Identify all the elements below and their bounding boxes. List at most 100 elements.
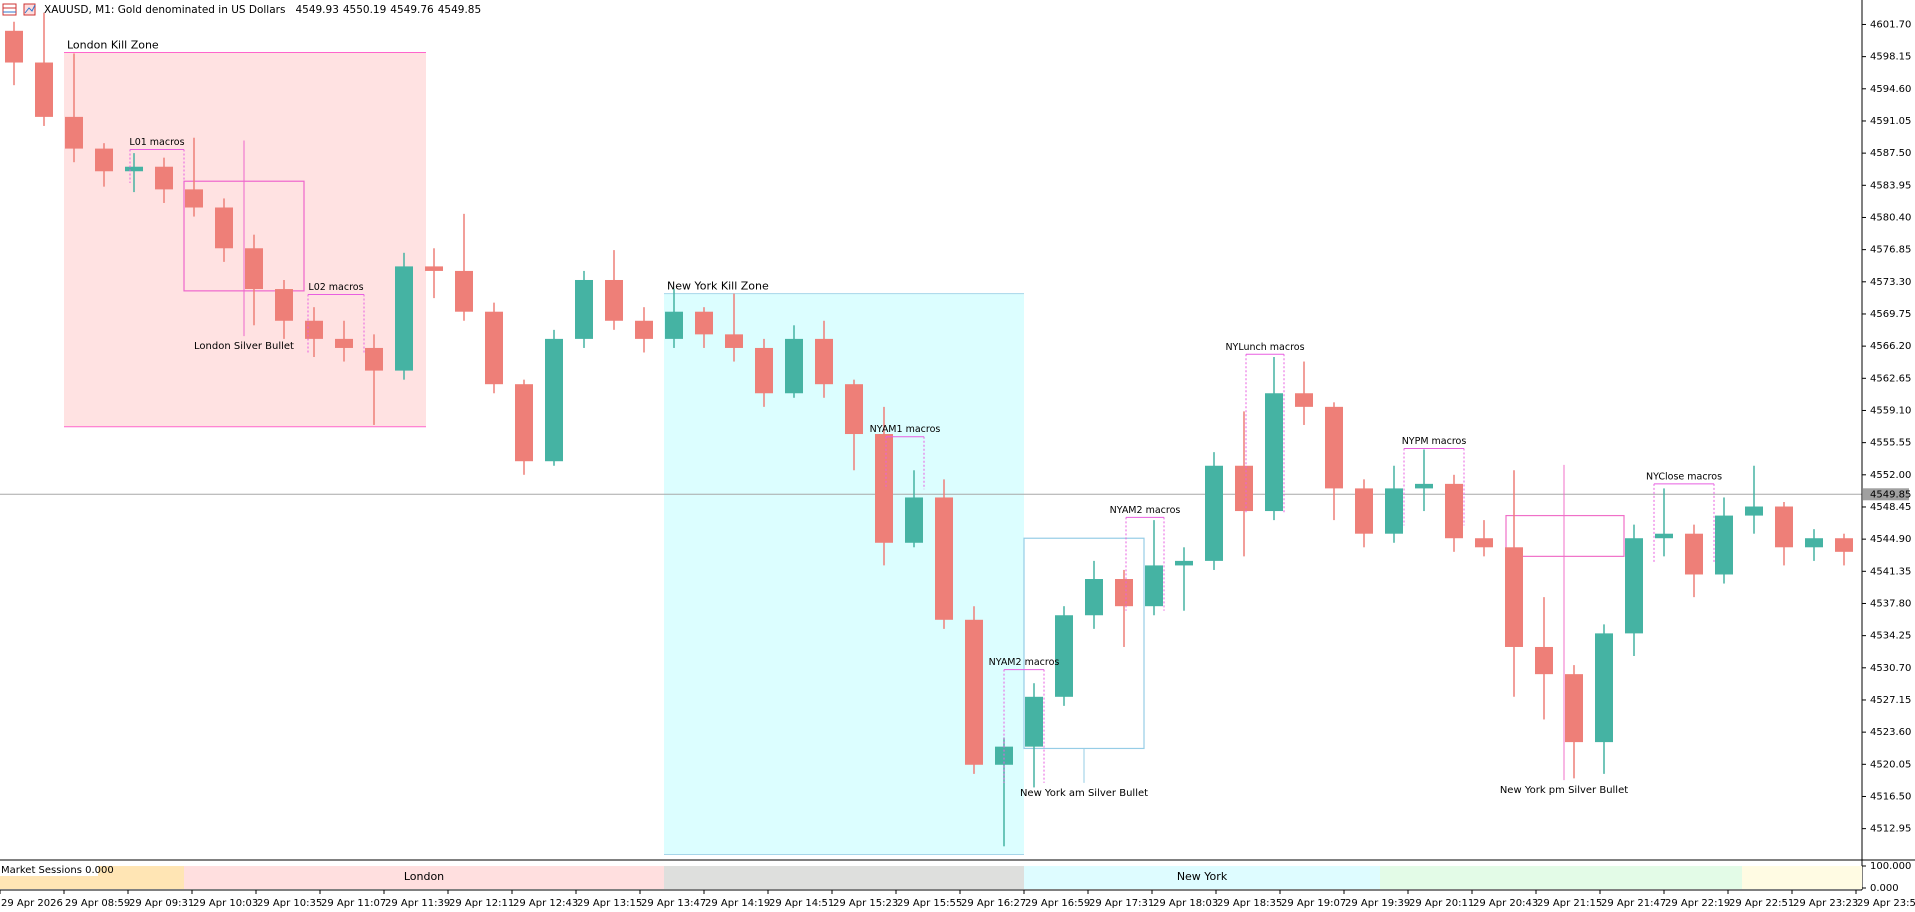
y-tick-label: 4537.80 [1870,598,1911,609]
y-tick-label: 4527.15 [1870,695,1911,706]
candle-body [1205,465,1223,561]
session-band [664,866,1024,889]
candle-body [1415,483,1433,489]
indicator-title: Market Sessions 0.000 [1,865,114,876]
panel-y-tick-label: 0.000 [1870,883,1899,894]
x-tick-label: 29 Apr 10:03 [193,898,258,909]
x-tick-label: 29 Apr 22:19 [1665,898,1730,909]
candle-body [1025,696,1043,747]
macro-label: NYLunch macros [1225,342,1304,353]
x-tick-label: 29 Apr 20:43 [1473,898,1538,909]
candle-body [1715,515,1733,575]
candle-body [395,266,413,371]
x-tick-label: 29 Apr 23:55 [1857,898,1915,909]
x-tick-label: 29 Apr 18:03 [1153,898,1218,909]
candle-body [815,338,833,385]
x-tick-label: 29 Apr 17:31 [1089,898,1154,909]
x-tick-label: 29 Apr 16:27 [961,898,1026,909]
x-tick-label: 29 Apr 15:23 [833,898,898,909]
candle-body [1805,538,1823,548]
candle-body [305,320,323,339]
candle-body [155,166,173,190]
x-tick-label: 29 Apr 23:23 [1793,898,1858,909]
candle-body [665,311,683,339]
candle-body [755,347,773,394]
x-tick-label: 29 Apr 21:15 [1537,898,1602,909]
candle-body [605,279,623,321]
candle-body [935,497,953,620]
macro-label: L01 macros [129,137,184,148]
macro-label: NYClose macros [1646,471,1722,482]
candle-body [1295,393,1313,407]
symbol-title: XAUUSD, M1: Gold denominated in US Dolla… [44,4,285,16]
x-tick-label: 29 Apr 12:11 [449,898,514,909]
macro-label: NYPM macros [1402,436,1467,447]
candle-body [905,497,923,543]
candle-body [995,746,1013,765]
candle-body [95,148,113,172]
y-tick-label: 4598.15 [1870,52,1911,63]
candle-body [1835,538,1853,552]
x-tick-label: 29 Apr 14:51 [769,898,834,909]
last-price-tag [1863,488,1909,501]
y-tick-label: 4548.45 [1870,502,1911,513]
candle-body [1115,579,1133,607]
y-tick-label: 4583.95 [1870,180,1911,191]
silver-bullet-label: New York am Silver Bullet [1020,788,1148,799]
y-tick-label: 4562.65 [1870,373,1911,384]
x-tick-label: 29 Apr 19:07 [1281,898,1346,909]
y-tick-label: 4580.40 [1870,212,1911,223]
candle-body [1775,506,1793,548]
candle-body [965,619,983,765]
kill-zone [664,293,1024,855]
chart-header: XAUUSD, M1: Gold denominated in US Dolla… [44,4,481,16]
session-label: New York [1177,870,1228,883]
y-tick-label: 4523.60 [1870,727,1911,738]
x-tick-label: 29 Apr 14:19 [705,898,770,909]
icon-chart [23,3,36,16]
y-tick-label: 4530.70 [1870,663,1911,674]
candle-body [1235,465,1253,512]
candle-body [215,207,233,249]
candle-body [1145,565,1163,607]
candle-body [1175,560,1193,566]
y-tick-label: 4566.20 [1870,341,1911,352]
candle-body [1085,579,1103,616]
macro-label: NYAM2 macros [1110,505,1181,516]
candle-body [725,334,743,348]
kill-zone-label: London Kill Zone [67,39,159,52]
icon-table [2,3,17,16]
candle-body [635,320,653,339]
candle-body [335,338,353,348]
x-tick-label: 29 Apr 11:07 [321,898,386,909]
candle-body [1265,393,1283,512]
y-tick-label: 4541.35 [1870,566,1911,577]
candle-body [275,289,293,321]
macro-label: L02 macros [308,282,363,293]
candle-body [35,62,53,117]
x-tick-label: 29 Apr 11:39 [385,898,450,909]
candle-body [1655,533,1673,539]
x-tick-label: 29 Apr 19:39 [1345,898,1410,909]
macro-label: NYAM2 macros [989,657,1060,668]
plot-area: London Kill Zone New York Kill Zone London… [0,12,1862,855]
x-tick-label: 29 Apr 22:51 [1729,898,1794,909]
candle-body [515,384,533,462]
y-tick-label: 4512.95 [1870,824,1911,835]
candle-body [125,166,143,172]
ohlc-value: 4549.76 [390,4,434,16]
x-tick-label: 29 Apr 09:31 [129,898,194,909]
candle-body [1445,483,1463,539]
candle-body [1685,533,1703,575]
session-band [184,866,664,889]
candle-body [425,266,443,271]
y-tick-label: 4594.60 [1870,84,1911,95]
x-tick-label: 29 Apr 15:55 [897,898,962,909]
macro-label: NYAM1 macros [870,424,941,435]
ohlc-value: 4550.19 [343,4,386,16]
x-tick-label: 29 Apr 21:47 [1601,898,1666,909]
x-tick-label: 29 Apr 16:59 [1025,898,1090,909]
toolbar-icons [2,3,36,16]
y-tick-label: 4534.25 [1870,631,1911,642]
